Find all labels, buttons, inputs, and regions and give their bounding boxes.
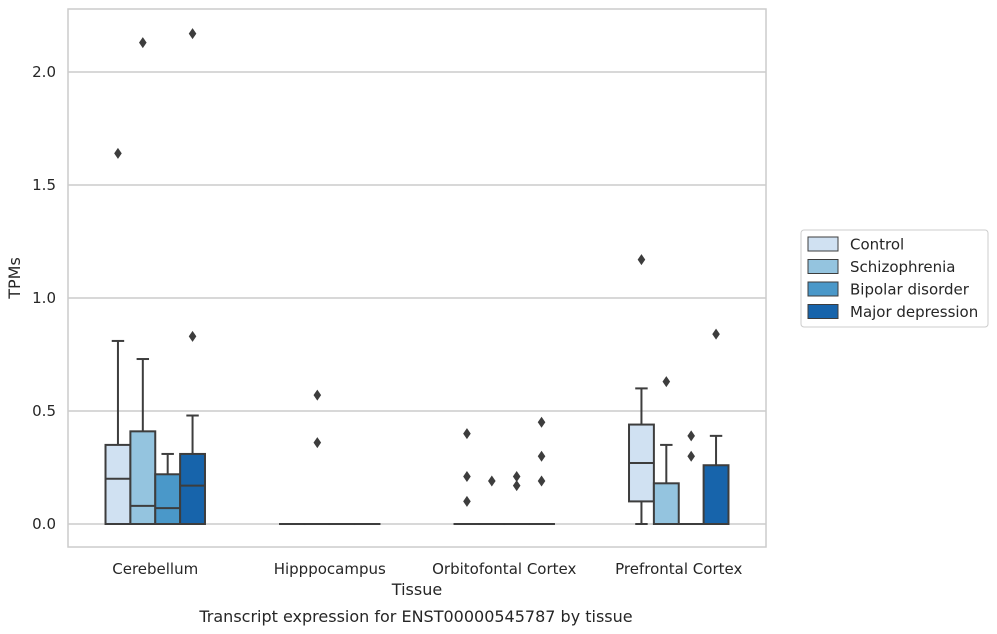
y-tick-label: 1.5: [32, 176, 56, 194]
outlier-point: [687, 430, 695, 442]
box-mark: [528, 416, 555, 526]
outlier-point: [687, 450, 695, 462]
series-group: [154, 430, 705, 526]
series-group: [179, 28, 730, 526]
box-mark: [652, 376, 680, 526]
outlier-point: [537, 475, 546, 487]
outlier-point: [188, 330, 197, 342]
outlier-point: [114, 147, 122, 159]
legend-swatch: [807, 236, 839, 252]
outlier-point: [463, 495, 471, 507]
y-tick-label: 2.0: [32, 63, 56, 81]
legend-frame: [800, 229, 989, 328]
box-mark: [628, 254, 655, 525]
outlier-point: [488, 475, 496, 487]
x-tick-label: Hipppocampus: [274, 560, 386, 578]
box-mark: [104, 147, 132, 525]
box-series-group: [104, 28, 730, 526]
outlier-point: [637, 254, 646, 266]
y-tick-label: 0.0: [32, 515, 56, 533]
legend-swatch: [807, 259, 839, 274]
legend-swatch: [807, 304, 839, 319]
legend-label: Control: [850, 236, 904, 254]
outlier-point: [313, 437, 322, 449]
outlier-point: [463, 471, 471, 483]
outlier-point: [512, 480, 521, 492]
outlier-point: [662, 376, 671, 388]
legend: Control Schizophrenia Bipolar disorder Majo…: [800, 229, 989, 328]
y-tick-label: 0.5: [32, 402, 56, 420]
outlier-point: [463, 428, 471, 440]
box-iqr: [104, 443, 132, 525]
box-iqr: [129, 430, 157, 525]
outlier-point: [188, 28, 197, 40]
outlier-point: [537, 450, 546, 462]
gridlines: [68, 71, 766, 525]
outlier-point: [139, 37, 147, 49]
x-tick-label: Prefrontal Cortex: [615, 560, 742, 578]
legend-label: Schizophrenia: [850, 258, 955, 276]
outlier-point: [712, 328, 720, 340]
box-mark: [303, 389, 331, 526]
y-tick-label: 1.0: [32, 289, 56, 307]
x-tick-label: Orbitofontal Cortex: [432, 560, 576, 578]
y-axis-ticks: 0.0 0.5 1.0 1.5 2.0: [32, 63, 56, 533]
box-iqr: [154, 473, 182, 525]
box-iqr: [702, 464, 730, 525]
box-iqr: [652, 482, 680, 526]
series-group: [104, 147, 655, 526]
box-iqr: [179, 452, 206, 525]
plot-area: [67, 8, 767, 548]
box-mark: [179, 28, 206, 525]
y-axis-label: TPMs: [5, 257, 24, 300]
outlier-point: [537, 416, 546, 428]
box-mark: [154, 452, 182, 525]
outlier-point: [313, 389, 322, 401]
x-tick-label: Cerebellum: [112, 560, 198, 578]
legend-label: Bipolar disorder: [850, 281, 970, 299]
legend-label: Major depression: [850, 303, 978, 321]
chart-caption: Transcript expression for ENST0000054578…: [198, 607, 632, 626]
x-axis-ticks: Cerebellum Hipppocampus Orbitofontal Corte…: [112, 560, 742, 578]
box-mark: [702, 328, 730, 525]
outlier-point: [512, 471, 521, 483]
legend-swatch: [807, 281, 839, 297]
x-axis-label: Tissue: [391, 580, 442, 599]
